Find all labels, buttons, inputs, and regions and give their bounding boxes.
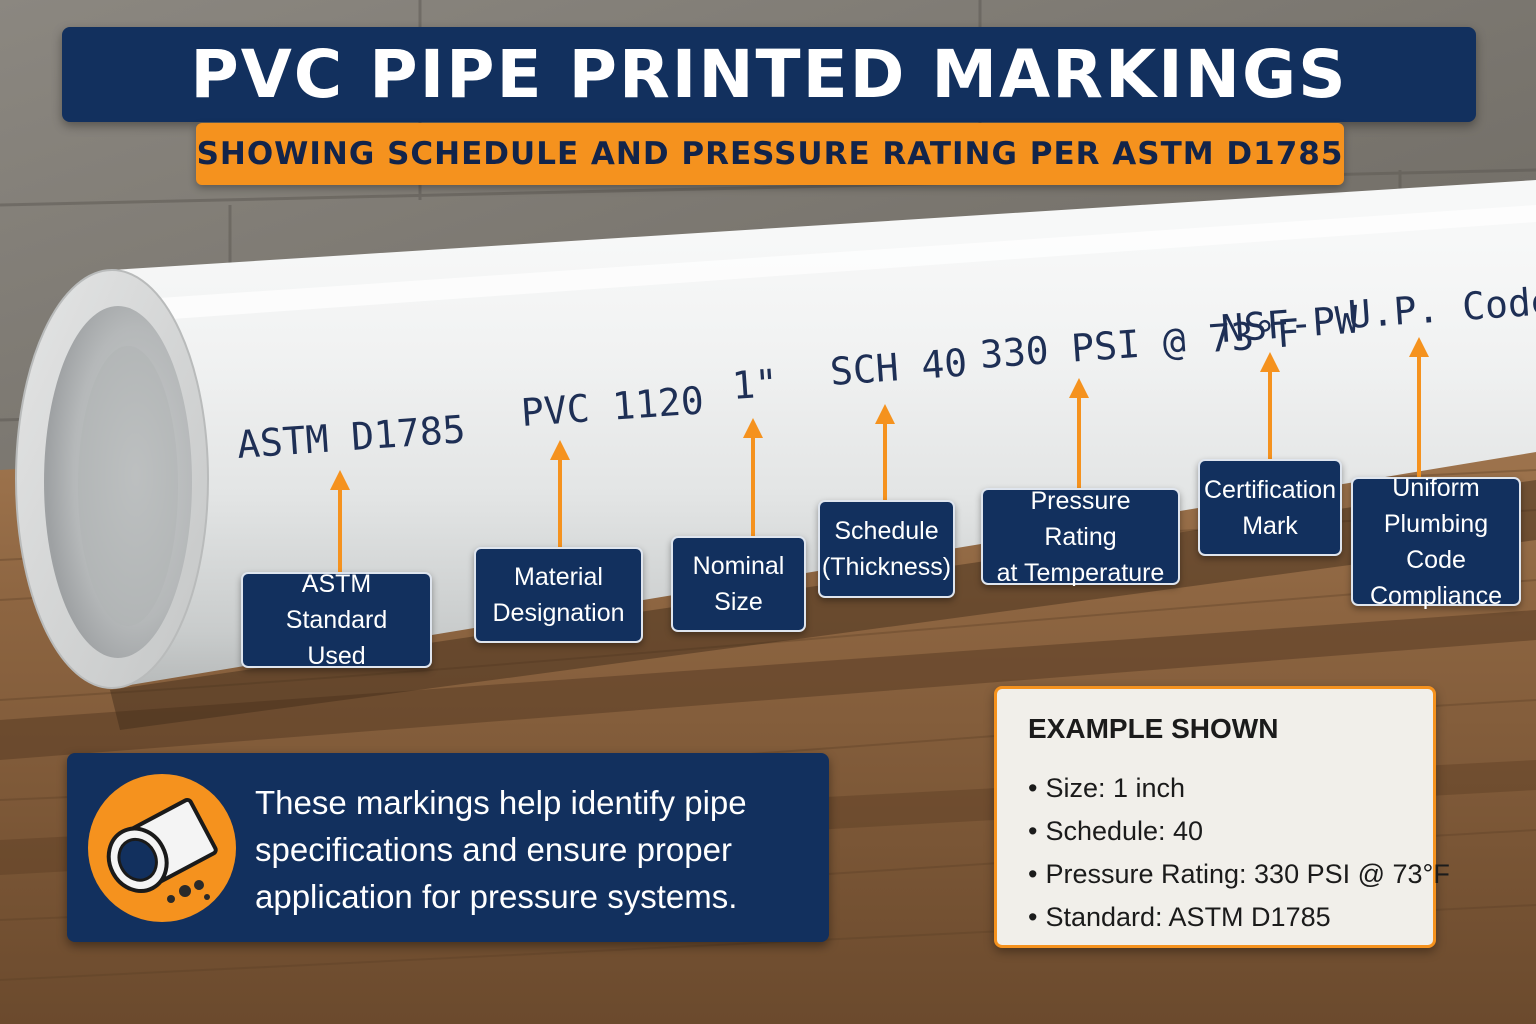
callout-material-designation: Material Designation (474, 547, 643, 643)
title-banner: PVC PIPE PRINTED MARKINGS (62, 27, 1476, 122)
example-box: EXAMPLE SHOWN Size: 1 inch Schedule: 40 … (994, 686, 1450, 948)
callout-plumbing-code: Uniform Plumbing Code Compliance (1351, 474, 1521, 610)
callout-label: ASTM Standard Used (285, 570, 388, 670)
list-item: Pressure Rating: 330 PSI @ 73°F (1028, 853, 1449, 896)
page-title: PVC PIPE PRINTED MARKINGS (190, 36, 1348, 113)
callout-label: Schedule (Thickness) (821, 517, 952, 581)
callout-astm-standard: ASTM Standard Used (241, 570, 432, 670)
callout-schedule: Schedule (Thickness) (818, 500, 955, 598)
marking-schedule: SCH 40 (829, 341, 969, 394)
marking-size: 1" (731, 361, 780, 408)
callout-nominal-size: Nominal Size (671, 536, 806, 632)
callout-label: Uniform Plumbing Code Compliance (1369, 473, 1502, 610)
list-item: Standard: ASTM D1785 (1028, 896, 1450, 939)
pipe-cross-section-icon (88, 774, 236, 922)
callout-label: Nominal Size (692, 552, 785, 616)
info-panel: These markings help identify pipe specif… (67, 753, 829, 942)
info-text: These markings help identify pipe specif… (255, 784, 747, 915)
callout-pressure-rating: Pressure Rating at Temperature (981, 487, 1180, 587)
callout-label: Certification Mark (1204, 475, 1336, 540)
callout-label: Pressure Rating at Temperature (996, 486, 1165, 587)
list-item: Schedule: 40 (1028, 810, 1450, 853)
callout-certification-mark: Certification Mark (1198, 459, 1342, 556)
subtitle-banner: SHOWING SCHEDULE AND PRESSURE RATING PER… (196, 123, 1344, 185)
callout-label: Material Designation (492, 563, 625, 627)
marking-certification: NSF-PW (1220, 298, 1360, 351)
page-subtitle: SHOWING SCHEDULE AND PRESSURE RATING PER… (196, 136, 1344, 172)
example-list: Size: 1 inch Schedule: 40 Pressure Ratin… (1028, 767, 1450, 939)
example-title: EXAMPLE SHOWN (1028, 713, 1279, 744)
list-item: Size: 1 inch (1028, 767, 1450, 810)
